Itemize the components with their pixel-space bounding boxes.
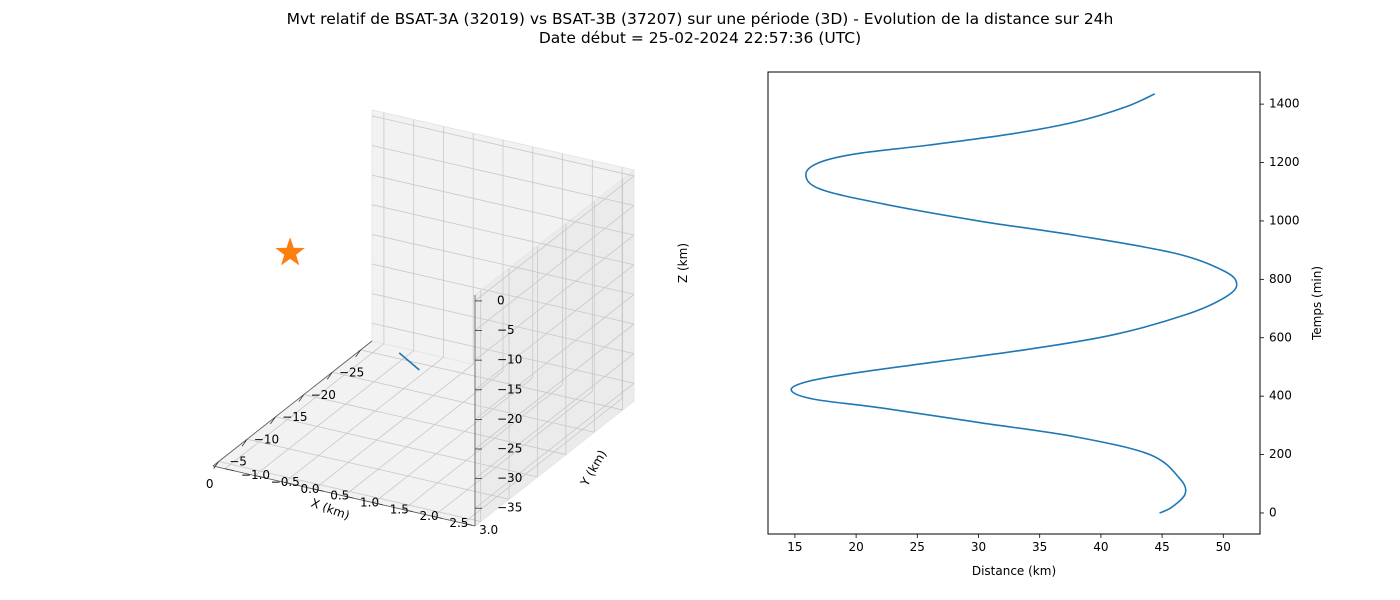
y-tick-tick — [314, 488, 324, 492]
z-tick-label: −10 — [497, 353, 522, 367]
grid-line-z — [371, 174, 635, 236]
y-tick-tick — [463, 522, 473, 526]
x-tick-label: 20 — [848, 540, 863, 554]
y-tick-label: 2.5 — [449, 516, 468, 530]
y-tick-label: 0 — [1269, 505, 1277, 519]
y-tick-tick — [403, 509, 413, 513]
grid-line-y — [433, 391, 593, 517]
x-tick-label: 15 — [787, 540, 802, 554]
y-tick-tick — [343, 495, 354, 499]
x-tick-label: 25 — [910, 540, 925, 554]
grid-line-z — [371, 145, 635, 206]
y-tick-label: 2.0 — [420, 509, 439, 523]
z-tick-label: −25 — [497, 442, 522, 456]
x-tick-label: −20 — [311, 388, 336, 402]
grid-line-z — [474, 294, 635, 420]
grid-line-z — [474, 205, 635, 331]
x-tick-label: −15 — [282, 410, 307, 424]
distance-line — [790, 93, 1238, 514]
grid-line-z — [474, 323, 635, 450]
grid-line-z — [474, 353, 635, 479]
x-tick-tick — [355, 349, 361, 358]
grid-line-z — [371, 263, 635, 325]
z-tick-label: −35 — [497, 501, 522, 515]
grid-line-z — [474, 382, 635, 509]
grid-line-y — [373, 377, 534, 504]
x-tick-tick — [326, 372, 333, 380]
y-tick-label: 800 — [1269, 272, 1292, 286]
data-group — [275, 237, 420, 371]
tick-group: −25−20−15−10−50−1.0 −0.5 0.0 0.5 1.0 1.5 2.0 2.… — [206, 293, 522, 536]
y-tick-label: 200 — [1269, 447, 1292, 461]
y-tick-tick — [224, 468, 234, 472]
x-tick-label: −25 — [339, 365, 364, 379]
chart-title-line-1: Mvt relatif de BSAT-3A (32019) vs BSAT-3… — [286, 10, 1114, 28]
x-tick-label: 35 — [1032, 540, 1047, 554]
y-tick-label: 1.5 — [390, 502, 409, 516]
grid-line-y — [313, 363, 474, 490]
y-tick-label: 3.0 — [479, 523, 498, 537]
z-axis-label: Z (km) — [676, 243, 690, 283]
grid-line-z — [474, 264, 635, 391]
grid-line-z — [371, 233, 635, 295]
x-tick-tick — [213, 461, 220, 469]
grid-line-z — [371, 204, 635, 266]
y-tick-tick — [373, 502, 383, 506]
y-tick-label: −0.5 — [271, 475, 300, 489]
y-tick-label: 400 — [1269, 389, 1292, 403]
grid-line-y — [284, 357, 444, 483]
y-tick-label: 600 — [1269, 330, 1292, 344]
grid-line-y — [462, 397, 623, 524]
grid-line-y — [254, 350, 414, 476]
grid-line-z — [371, 322, 635, 384]
grid-group — [218, 112, 635, 524]
x-tick-label: 40 — [1093, 540, 1108, 554]
tick-group: 15 20 25 30 35 40 45 50 0 200 400 600 800 1000 1200 140… — [787, 97, 1299, 554]
plot-frame — [767, 71, 1261, 535]
y-tick-label: 1400 — [1269, 97, 1300, 111]
z-tick-label: −30 — [497, 471, 522, 485]
x-tick-tick — [241, 438, 248, 447]
reference-star-marker — [275, 237, 305, 266]
x-tick-label: −10 — [254, 432, 279, 446]
z-tick-label: −20 — [497, 412, 522, 426]
x-tick-label: 50 — [1216, 540, 1231, 554]
x-tick-tick — [270, 416, 276, 425]
y-tick-label: 1200 — [1269, 155, 1300, 169]
grid-line-y — [224, 343, 385, 470]
y-tick-label: 0.5 — [330, 489, 349, 503]
x-tick-label: 30 — [971, 540, 986, 554]
y-tick-tick — [254, 475, 264, 478]
chart-title-line-2: Date début = 25-02-2024 22:57:36 (UTC) — [538, 29, 862, 47]
y-tick-label: 0.0 — [300, 482, 319, 496]
x-axis-line — [212, 340, 373, 467]
x-tick-tick — [298, 394, 305, 402]
y-tick-label: 1000 — [1269, 213, 1300, 227]
y-axis-label: Temps (min) — [1310, 266, 1324, 341]
y-tick-label: 1.0 — [360, 496, 379, 510]
x-tick-label: −5 — [229, 455, 247, 469]
z-tick-label: −15 — [497, 382, 522, 396]
x-tick-label: 45 — [1154, 540, 1169, 554]
grid-line-z — [474, 234, 635, 361]
grid-line-y — [343, 370, 504, 497]
grid-line-z — [371, 293, 635, 355]
grid-line-z — [474, 175, 635, 302]
x-axis-label: Distance (km) — [972, 564, 1056, 578]
y-tick-tick — [284, 481, 294, 485]
data-group — [790, 93, 1238, 514]
y-tick-label: −1.0 — [241, 468, 270, 482]
y-tick-tick — [433, 516, 443, 519]
trajectory-line — [398, 352, 420, 371]
grid-line-y — [403, 384, 563, 510]
grid-line-z — [371, 115, 635, 177]
x-tick-label: 0 — [206, 477, 214, 491]
z-tick-label: 0 — [497, 293, 505, 307]
z-tick-label: −5 — [497, 323, 515, 337]
